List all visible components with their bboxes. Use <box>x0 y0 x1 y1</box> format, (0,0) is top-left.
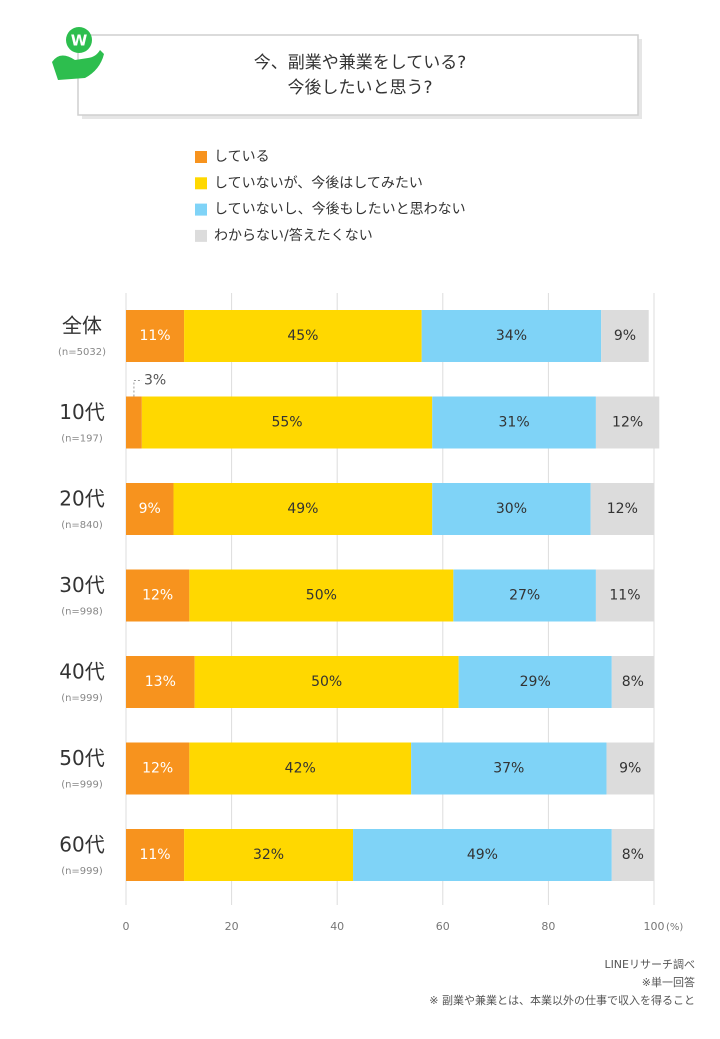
legend-label: していないが、今後はしてみたい <box>214 175 423 191</box>
note: ※ 副業や兼業とは、本業以外の仕事で収入を得ること <box>429 993 695 1007</box>
bar-segment <box>184 310 422 362</box>
bar-segment <box>126 569 190 622</box>
bar-segment <box>606 742 654 795</box>
x-unit: (%) <box>666 922 683 933</box>
bar-segment <box>126 396 142 449</box>
category-note: (n=840) <box>61 520 103 531</box>
category-label: 60代 <box>59 833 104 857</box>
value-label: 55% <box>271 415 302 431</box>
note: LINEリサーチ調べ <box>604 957 695 971</box>
bar-segment <box>141 396 433 449</box>
chart-title: 今後したいと思う? <box>287 78 432 98</box>
category-note: (n=998) <box>61 607 103 618</box>
value-label: 50% <box>311 674 342 690</box>
bar-segment <box>189 569 454 622</box>
bar-segment <box>432 483 591 535</box>
legend-label: している <box>214 149 270 165</box>
value-label: 37% <box>493 761 524 777</box>
legend-label: わからない/答えたくない <box>214 227 373 244</box>
category-note: (n=5032) <box>58 347 106 358</box>
category-label: 40代 <box>59 660 104 684</box>
chart-title: 今、副業や兼業をしている? <box>254 53 467 73</box>
bar-segment <box>458 656 612 708</box>
value-label: 30% <box>496 501 527 517</box>
value-label: 12% <box>142 588 173 604</box>
bar-segment <box>595 569 654 622</box>
title-box <box>77 34 639 116</box>
category-note: (n=999) <box>61 866 103 877</box>
bar-segment <box>432 396 596 449</box>
value-label: 49% <box>467 847 498 863</box>
legend-swatch <box>195 151 207 163</box>
category-label: 全体 <box>62 314 102 338</box>
bar-segment <box>126 656 195 708</box>
value-label: 3% <box>144 373 166 389</box>
bar-segment <box>126 310 185 362</box>
category-note: (n=999) <box>61 693 103 704</box>
bar-segment <box>411 742 607 795</box>
value-label: 42% <box>285 761 316 777</box>
bar-segment <box>595 396 660 449</box>
bar-segment <box>453 569 596 622</box>
value-label: 13% <box>145 674 176 690</box>
x-tick-label: 40 <box>330 920 344 933</box>
bar-segment <box>126 742 190 795</box>
value-label: 27% <box>509 588 540 604</box>
bar-segment <box>126 829 185 881</box>
legend-swatch <box>195 177 207 190</box>
value-label: 34% <box>496 328 527 344</box>
category-note: (n=999) <box>61 780 103 791</box>
value-label: 8% <box>622 674 644 690</box>
category-label: 20代 <box>59 487 104 511</box>
bar-segment <box>184 829 354 881</box>
value-label: 9% <box>614 328 636 344</box>
bar-segment <box>611 656 654 708</box>
value-label: 45% <box>287 328 318 344</box>
category-label: 50代 <box>59 746 104 770</box>
value-label: 50% <box>306 588 337 604</box>
bar-segment <box>611 829 654 881</box>
legend-swatch <box>195 229 207 242</box>
x-tick-label: 20 <box>225 920 239 933</box>
logo-text: W <box>71 32 88 50</box>
value-label: 11% <box>139 847 170 863</box>
bar-segment <box>421 310 602 362</box>
bar-segment <box>173 483 433 535</box>
x-tick-label: 100 <box>644 920 665 933</box>
value-label: 9% <box>619 761 641 777</box>
logo-hand <box>52 50 104 80</box>
value-label: 12% <box>607 501 638 517</box>
value-label: 12% <box>612 415 643 431</box>
value-label: 9% <box>139 501 161 517</box>
value-label: 11% <box>609 588 640 604</box>
bar-segment <box>353 829 612 881</box>
note: ※単一回答 <box>642 975 695 989</box>
legend-swatch <box>195 203 207 216</box>
legend-label: していないし、今後もしたいと思わない <box>214 202 466 218</box>
x-tick-label: 0 <box>123 920 130 933</box>
bar-segment <box>194 656 459 708</box>
value-label: 12% <box>142 761 173 777</box>
bar-segment <box>590 483 654 535</box>
x-tick-label: 80 <box>541 920 555 933</box>
bar-segment <box>601 310 649 362</box>
value-label: 11% <box>139 328 170 344</box>
category-label: 10代 <box>59 400 104 424</box>
value-label: 49% <box>287 501 318 517</box>
x-tick-label: 60 <box>436 920 450 933</box>
value-label: 29% <box>520 674 551 690</box>
logo-coin <box>66 27 92 53</box>
label-leader <box>133 380 142 397</box>
category-label: 30代 <box>59 573 104 597</box>
bar-segment <box>189 742 412 795</box>
value-label: 8% <box>622 847 644 863</box>
value-label: 32% <box>253 847 284 863</box>
value-label: 31% <box>499 415 530 431</box>
bar-segment <box>126 483 174 535</box>
category-note: (n=197) <box>61 434 103 445</box>
